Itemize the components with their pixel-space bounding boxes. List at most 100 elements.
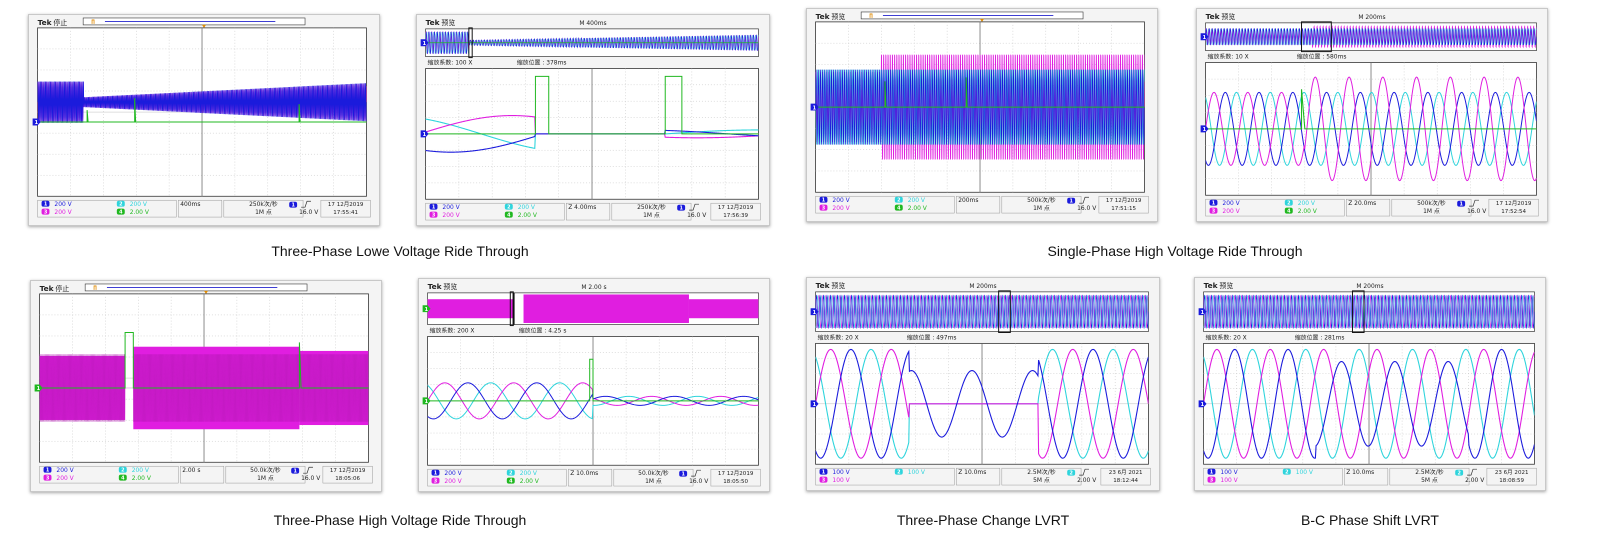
channel-badge-number: 4	[121, 475, 125, 481]
expansion-point-icon	[204, 290, 208, 294]
trigger-position-icon	[869, 13, 873, 18]
readout-timebase-box	[1345, 198, 1391, 217]
channel-badge-number: 1	[46, 467, 50, 473]
trigger-level-readout: 16.0 V	[689, 478, 709, 485]
scope-1ph-hvrt-zoom: Tek 预览 M 200ms 1 缩放系数: 10 X 缩放位置 : 580ms 1 1 200…	[1196, 8, 1548, 222]
channel-scale-2: 200 V	[518, 204, 536, 211]
zoom-factor-readout: 缩放系数: 200 X	[430, 326, 475, 334]
ov-ch2-trace	[1205, 28, 1537, 46]
time-readout: 18:08:59	[1499, 478, 1524, 484]
channel-badge-icon	[116, 200, 125, 207]
trigger-source-icon	[1457, 200, 1466, 207]
caption-1ph-hvrt: Single-Phase High Voltage Ride Through	[1047, 243, 1303, 259]
date-readout: 17 12月2019	[330, 467, 366, 474]
acq-state: 预览	[441, 18, 455, 27]
channel-marker-icon	[34, 384, 43, 392]
date-readout: 17 12月2019	[1496, 200, 1532, 207]
timebase-readout: Z 10.0ms	[570, 470, 598, 477]
channel-badge-icon	[429, 211, 438, 218]
channel-badge-number: 3	[434, 478, 438, 484]
ch4-trace	[427, 358, 759, 402]
channel-scale-2: 200 V	[132, 467, 150, 474]
caption-3ph-change-lvrt: Three-Phase Change LVRT	[896, 512, 1070, 528]
readout-timebase-box	[1343, 467, 1389, 486]
trigger-arrow-icon	[1469, 199, 1479, 207]
timebase-readout: Z 4.00ms	[568, 204, 596, 211]
time-readout: 17:55:41	[333, 210, 358, 216]
ch4-trace	[425, 75, 759, 135]
ch1-trace	[1203, 348, 1535, 459]
trigger-arrow-icon	[301, 200, 311, 208]
zoom-window-box	[998, 290, 1011, 333]
channel-badge-number: 4	[509, 478, 513, 484]
sample-rate-readout: 250k次/秒	[637, 203, 666, 211]
channel-marker-icon	[32, 118, 41, 126]
readout-datetime-box	[1488, 198, 1539, 217]
channel-scale-2: 100 V	[1296, 469, 1314, 476]
ov-ch2-trace	[815, 295, 1149, 328]
channel-badge-number: 1	[1210, 469, 1214, 475]
record-length-readout: 1M 点	[643, 211, 660, 219]
trigger-arrow-icon	[689, 203, 699, 211]
readout-channels-box	[815, 467, 955, 486]
channel-marker-label: 1	[1203, 35, 1207, 41]
channel-scale-2: 200 V	[1298, 200, 1316, 207]
time-readout: 17:52:54	[1501, 209, 1526, 215]
sample-rate-readout: 250k次/秒	[249, 200, 278, 208]
acq-state: 预览	[1219, 281, 1233, 290]
channel-scale-3: 200 V	[444, 478, 462, 485]
readout-timebase-box	[567, 468, 613, 487]
channel-badge-icon	[819, 476, 828, 483]
scope-3ph-change-lvrt: Tek 预览 M 200ms 1 缩放系数: 20 X 缩放位置 : 497ms 1 1 100…	[806, 277, 1160, 491]
brand-logo: Tek	[38, 18, 53, 27]
scope-s4-display: Tek 预览 M 200ms 1 缩放系数: 10 X 缩放位置 : 580ms 1 1 200…	[1200, 12, 1541, 218]
channel-scale-3: 100 V	[1220, 477, 1238, 484]
channel-scale-3: 100 V	[832, 477, 850, 484]
readout-timebase-box	[566, 202, 611, 221]
ov-ch3-envelope	[688, 299, 759, 319]
time-readout: 17:51:15	[1111, 206, 1136, 212]
scope-s7-display: Tek 预览 M 200ms 1 缩放系数: 20 X 缩放位置 : 497ms 1 1 100…	[810, 281, 1153, 487]
channel-badge-number: 2	[509, 470, 512, 476]
zoom-window-box	[509, 291, 514, 327]
readout-datetime-box	[710, 468, 761, 487]
channel-badge-number: 3	[432, 212, 436, 218]
main-timebase-readout: M 2.00 s	[581, 284, 606, 291]
readout-channels-box	[425, 202, 565, 221]
ch2-trace	[1203, 348, 1535, 459]
time-readout: 18:12:44	[1113, 478, 1138, 484]
channel-marker-icon	[1200, 125, 1209, 133]
timebase-readout: Z 10.0ms	[1346, 469, 1374, 476]
zoom-position-readout: 缩放位置 : 4.25 s	[519, 326, 567, 334]
readout-acq-box	[223, 199, 304, 218]
brand-logo: Tek	[1206, 12, 1221, 21]
scope-s3-display: Tek 预览 1 1 200 V 2 200 V 3 200 V 4 2.00 V 200ms 500k…	[810, 11, 1151, 218]
readout-acq-box	[1389, 467, 1470, 486]
channel-badge-number: 2	[1287, 200, 1290, 206]
channel-scale-1: 100 V	[1220, 469, 1238, 476]
sample-rate-readout: 50.0k次/秒	[250, 466, 281, 474]
readout-timebase-box	[955, 195, 1001, 214]
channel-scale-3: 200 V	[54, 209, 72, 216]
ch4-trace	[37, 98, 367, 123]
scope-3ph-lvrt-zoom: Tek 预览 M 400ms 1 缩放系数: 100 X 缩放位置 : 378ms 1 1 20…	[416, 14, 770, 226]
zoom-window-box	[1301, 21, 1332, 53]
trigger-source-icon	[679, 470, 688, 477]
channel-marker-label: 1	[425, 307, 429, 313]
readout-band	[813, 195, 1151, 218]
readout-acq-box	[1001, 195, 1082, 214]
channel-badge-number: 3	[46, 475, 50, 481]
sample-rate-readout: 50.0k次/秒	[638, 469, 669, 477]
trigger-source-number: 1	[293, 468, 297, 474]
channel-badge-icon	[41, 208, 50, 215]
record-length-readout: 1M 点	[257, 474, 274, 482]
brand-logo: Tek	[428, 282, 443, 291]
trigger-level-readout: 16.0 V	[1467, 208, 1487, 215]
date-readout: 17 12月2019	[1106, 197, 1142, 204]
sample-rate-readout: 2.5M次/秒	[1027, 468, 1056, 476]
readout-acq-box	[225, 465, 306, 484]
scope-s2-display: Tek 预览 M 400ms 1 缩放系数: 100 X 缩放位置 : 378ms 1 1 20…	[420, 18, 763, 222]
channel-marker-icon	[420, 130, 429, 138]
date-readout: 17 12月2019	[718, 204, 754, 211]
channel-scale-3: 200 V	[442, 212, 460, 219]
